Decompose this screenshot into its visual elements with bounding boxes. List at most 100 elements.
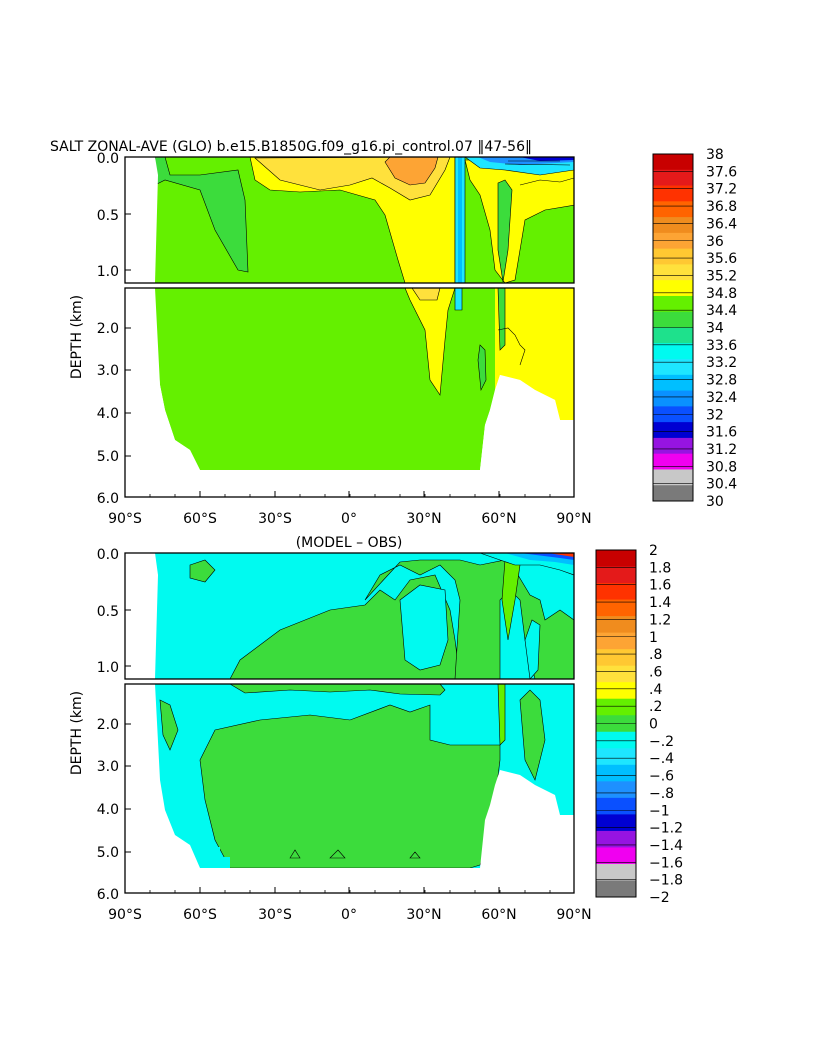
colorbar-label: −1.8 xyxy=(649,873,683,889)
xtick-label: 30°N xyxy=(406,511,441,527)
chart-diff: (MODEL – OBS) xyxy=(69,535,683,923)
colorbar-label: .6 xyxy=(649,664,662,680)
y-axis-label: DEPTH (km) xyxy=(69,295,85,379)
colorbar-label: 32 xyxy=(706,407,724,423)
colorbar-label: −1.2 xyxy=(649,821,683,837)
salt-upper-frame xyxy=(124,156,575,284)
colorbar-label: −1 xyxy=(649,803,670,819)
ytick-label: 4.0 xyxy=(97,406,119,422)
colorbar-swatch xyxy=(596,583,636,600)
chart-salt: SALT ZONAL-AVE (GLO) b.e15.B1850G.f09_g1… xyxy=(50,139,737,527)
colorbar-swatch xyxy=(653,437,693,455)
xtick-label: 60°N xyxy=(481,907,516,923)
colorbar-label: 30.8 xyxy=(706,459,737,475)
colorbar-label: 30 xyxy=(706,494,724,510)
diff-xtick-labels: 90°S 60°S 30°S 0° 30°N 60°N 90°N xyxy=(108,907,592,923)
xtick-label: 60°S xyxy=(183,907,217,923)
colorbar-swatch xyxy=(653,201,693,218)
colorbar-swatch xyxy=(596,550,636,567)
colorbar-label: −1.4 xyxy=(649,838,683,854)
colorbar-label: 32.4 xyxy=(706,390,737,406)
colorbar-swatch xyxy=(596,566,636,584)
colorbar-label: 37.6 xyxy=(706,164,737,180)
colorbar-label: .8 xyxy=(649,647,662,663)
colorbar-label: 34.4 xyxy=(706,303,737,319)
colorbar-swatch xyxy=(653,280,693,297)
colorbar-label: 38 xyxy=(706,147,724,163)
colorbar-label: −.4 xyxy=(649,751,674,767)
colorbar-swatch xyxy=(653,374,693,391)
colorbar-label: 2 xyxy=(649,543,658,559)
colorbar-swatch xyxy=(596,616,636,634)
colorbar-swatch xyxy=(596,814,636,832)
colorbar-label: 1.6 xyxy=(649,578,671,594)
diff-colorbar: 21.81.61.41.21.8.6.4.20−.2−.4−.6−.8−1−1.… xyxy=(595,543,683,906)
colorbar-label: −1.6 xyxy=(649,855,683,871)
colorbar-swatch xyxy=(596,698,636,716)
xtick-label: 30°S xyxy=(258,907,292,923)
ytick-label: 0.0 xyxy=(97,547,119,563)
ytick-label: 1.0 xyxy=(97,264,119,280)
colorbar-label: 36.4 xyxy=(706,216,737,232)
colorbar-label: 0 xyxy=(649,717,658,733)
colorbar-swatch xyxy=(596,731,636,749)
salt-upper-fill xyxy=(125,157,574,283)
colorbar-swatch xyxy=(653,422,693,439)
salt-colorbar: 3837.637.236.836.43635.635.234.834.43433… xyxy=(652,147,737,510)
colorbar-swatch xyxy=(653,327,693,344)
colorbar-swatch xyxy=(596,748,636,766)
ytick-label: 2.0 xyxy=(97,321,119,337)
colorbar-label: 1.8 xyxy=(649,560,671,576)
colorbar-swatch xyxy=(653,248,693,265)
ytick-label: 3.0 xyxy=(97,363,119,379)
colorbar-swatch xyxy=(596,781,636,799)
colorbar-label: −.2 xyxy=(649,734,674,750)
xtick-label: 90°S xyxy=(108,511,142,527)
colorbar-swatch xyxy=(596,863,636,881)
colorbar-swatch xyxy=(653,469,693,486)
colorbar-swatch xyxy=(653,295,693,313)
diff-upper-fill xyxy=(125,553,574,679)
colorbar-swatch xyxy=(596,847,636,865)
colorbar-swatch xyxy=(653,453,693,470)
colorbar-swatch xyxy=(596,764,636,782)
colorbar-label: 30.4 xyxy=(706,477,737,493)
colorbar-swatch xyxy=(596,682,636,700)
colorbar-swatch xyxy=(653,343,693,360)
colorbar-label: −2 xyxy=(649,890,670,906)
ytick-label: 1.0 xyxy=(97,660,119,676)
colorbar-swatch xyxy=(653,264,693,281)
colorbar-swatch xyxy=(653,390,693,407)
xtick-label: 90°N xyxy=(556,907,591,923)
xtick-label: 0° xyxy=(341,907,357,923)
colorbar-swatch xyxy=(653,154,693,171)
colorbar-label: 37.2 xyxy=(706,182,737,198)
colorbar-label: .4 xyxy=(649,682,662,698)
colorbar-label: −.6 xyxy=(649,769,674,785)
ytick-label: 2.0 xyxy=(97,717,119,733)
xtick-label: 30°N xyxy=(406,907,441,923)
ytick-label: 6.0 xyxy=(97,491,119,507)
xtick-label: 60°S xyxy=(183,511,217,527)
colorbar-swatch xyxy=(596,797,636,815)
xtick-label: 60°N xyxy=(481,511,516,527)
ytick-label: 0.0 xyxy=(97,151,119,167)
colorbar-swatch xyxy=(596,880,636,898)
salt-tick-marks xyxy=(124,156,575,498)
diff-upper-frame xyxy=(124,552,575,680)
xtick-label: 30°S xyxy=(258,511,292,527)
ytick-label: 6.0 xyxy=(97,887,119,903)
colorbar-label: 36 xyxy=(706,234,724,250)
colorbar-swatch xyxy=(653,169,693,186)
colorbar-swatch xyxy=(653,217,693,234)
xtick-label: 90°S xyxy=(108,907,142,923)
xtick-label: 90°N xyxy=(556,511,591,527)
ytick-label: 4.0 xyxy=(97,802,119,818)
colorbar-label: 1.2 xyxy=(649,612,671,628)
salt-xtick-labels: 90°S 60°S 30°S 0° 30°N 60°N 90°N xyxy=(108,511,592,527)
colorbar-label: 35.2 xyxy=(706,268,737,284)
diff-tick-marks xyxy=(124,552,575,894)
salt-ytick-labels: 0.0 0.5 1.0 2.0 3.0 4.0 5.0 6.0 xyxy=(97,151,119,507)
colorbar-label: 33.2 xyxy=(706,355,737,371)
